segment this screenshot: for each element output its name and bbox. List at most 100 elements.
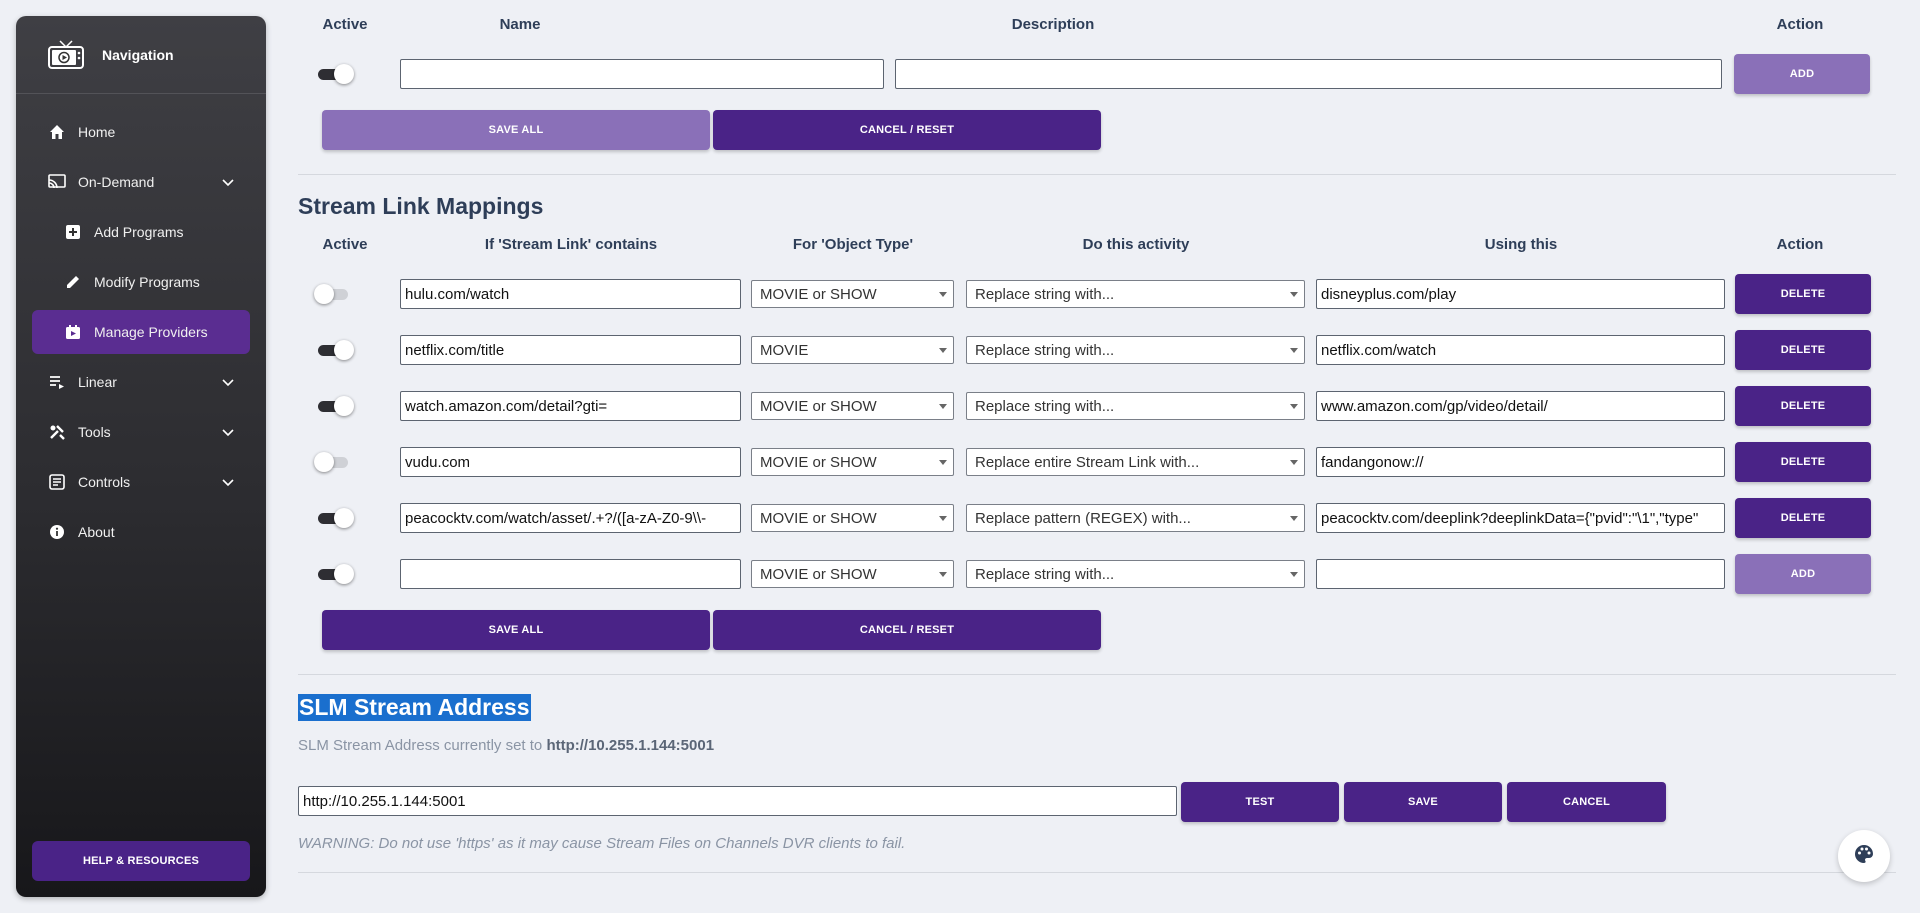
select-value: Replace string with... [975, 397, 1115, 415]
mapping-active-toggle[interactable] [318, 340, 354, 360]
mapping-contains-input[interactable]: peacocktv.com/watch/asset/.+?/([a-zA-Z0-… [400, 503, 741, 533]
slm-header-using: Using this [1484, 236, 1558, 253]
mapping-activity-select[interactable]: Replace entire Stream Link with... [966, 448, 1305, 476]
provider-description-input[interactable] [895, 59, 1722, 89]
providers-header-action: Action [1776, 16, 1824, 33]
select-value: Replace string with... [975, 285, 1115, 303]
mapping-object-type-select[interactable]: MOVIE or SHOW [751, 280, 954, 308]
mapping-delete-button[interactable]: DELETE [1735, 498, 1871, 538]
provider-name-input[interactable] [400, 59, 884, 89]
list-icon [48, 373, 66, 391]
provider-new-active-toggle[interactable] [318, 64, 354, 84]
mapping-delete-button[interactable]: DELETE [1735, 386, 1871, 426]
mapping-contains-input[interactable]: netflix.com/title [400, 335, 741, 365]
providers-cancel-reset-button[interactable]: CANCEL / RESET [713, 110, 1101, 150]
mapping-active-toggle[interactable] [318, 396, 354, 416]
mapping-contains-input[interactable]: hulu.com/watch [400, 279, 741, 309]
slm-header-active: Active [322, 236, 368, 253]
mapping-new-contains-input[interactable] [400, 559, 741, 589]
mapping-object-type-select[interactable]: MOVIE [751, 336, 954, 364]
tv-calendar-icon [64, 323, 82, 341]
select-value: MOVIE [760, 341, 809, 359]
mappings-cancel-reset-button[interactable]: CANCEL / RESET [713, 610, 1101, 650]
mapping-contains-input[interactable]: watch.amazon.com/detail?gti= [400, 391, 741, 421]
nav-title: Navigation [102, 46, 174, 63]
sidebar-item-label: Linear [78, 374, 117, 390]
mapping-using-input[interactable]: peacocktv.com/deeplink?deeplinkData={"pv… [1316, 503, 1725, 533]
stream-address-input[interactable]: http://10.255.1.144:5001 [298, 786, 1177, 816]
help-resources-button[interactable]: HELP & RESOURCES [32, 841, 250, 881]
select-value: MOVIE or SHOW [760, 397, 877, 415]
mapping-new-active-toggle[interactable] [318, 564, 354, 584]
stream-address-cancel-button[interactable]: CANCEL [1507, 782, 1666, 822]
mapping-delete-button[interactable]: DELETE [1735, 442, 1871, 482]
sidebar-item-label: Home [78, 124, 116, 140]
provider-add-button[interactable]: ADD [1734, 54, 1870, 94]
select-value: MOVIE or SHOW [760, 285, 877, 303]
mappings-save-all-button[interactable]: SAVE ALL [322, 610, 710, 650]
mapping-delete-button[interactable]: DELETE [1735, 274, 1871, 314]
sidebar-item-controls[interactable]: Controls [32, 460, 250, 504]
mapping-activity-select[interactable]: Replace string with... [966, 280, 1305, 308]
sidebar-item-linear[interactable]: Linear [32, 360, 250, 404]
select-value: MOVIE or SHOW [760, 509, 877, 527]
mapping-activity-select[interactable]: Replace string with... [966, 392, 1305, 420]
sidebar-item-about[interactable]: About [32, 510, 250, 554]
home-icon [48, 123, 66, 141]
palette-icon [1854, 844, 1874, 869]
mapping-object-type-select[interactable]: MOVIE or SHOW [751, 392, 954, 420]
mapping-object-type-select[interactable]: MOVIE or SHOW [751, 448, 954, 476]
slm-header-activity: Do this activity [1082, 236, 1190, 253]
mapping-object-type-select[interactable]: MOVIE or SHOW [751, 504, 954, 532]
cast-icon [48, 173, 66, 191]
sidebar-item-label: On-Demand [78, 174, 155, 190]
select-value: Replace string with... [975, 565, 1115, 583]
mapping-active-toggle[interactable] [318, 508, 354, 528]
plus-box-icon [64, 223, 82, 241]
mapping-using-input[interactable]: netflix.com/watch [1316, 335, 1725, 365]
sidebar-item-manage-providers[interactable]: Manage Providers [32, 310, 250, 354]
providers-save-all-button[interactable]: SAVE ALL [322, 110, 710, 150]
mapping-new-using-input[interactable] [1316, 559, 1725, 589]
slm-header-contains: If 'Stream Link' contains [484, 236, 658, 253]
sidebar-item-tools[interactable]: Tools [32, 410, 250, 454]
caret-down-icon [939, 572, 947, 577]
slm-header-object-type: For 'Object Type' [792, 236, 914, 253]
chevron-down-icon [222, 374, 234, 390]
mapping-using-input[interactable]: disneyplus.com/play [1316, 279, 1725, 309]
sidebar-item-label: Manage Providers [94, 324, 208, 340]
mapping-active-toggle[interactable] [314, 284, 350, 304]
sidebar-item-add-programs[interactable]: Add Programs [32, 210, 250, 254]
stream-address-status: SLM Stream Address currently set to http… [298, 737, 714, 754]
mapping-active-toggle[interactable] [314, 452, 350, 472]
mapping-new-activity-select[interactable]: Replace string with... [966, 560, 1305, 588]
mapping-contains-input[interactable]: vudu.com [400, 447, 741, 477]
mapping-activity-select[interactable]: Replace string with... [966, 336, 1305, 364]
sidebar-item-label: Controls [78, 474, 131, 490]
tv-logo-icon [48, 39, 84, 70]
controls-icon [48, 473, 66, 491]
mapping-using-input[interactable]: fandangonow:// [1316, 447, 1725, 477]
theme-palette-button[interactable] [1838, 830, 1890, 882]
providers-header-description: Description [1011, 16, 1095, 33]
stream-address-test-button[interactable]: TEST [1181, 782, 1339, 822]
caret-down-icon [1290, 460, 1298, 465]
mapping-add-button[interactable]: ADD [1735, 554, 1871, 594]
mapping-activity-select[interactable]: Replace pattern (REGEX) with... [966, 504, 1305, 532]
caret-down-icon [939, 348, 947, 353]
chevron-down-icon [222, 424, 234, 440]
sidebar: Navigation Home On-Demand Add Programs [16, 16, 266, 897]
stream-address-save-button[interactable]: SAVE [1344, 782, 1502, 822]
caret-down-icon [939, 516, 947, 521]
main-content: Active Name Description Action ADD SAVE … [298, 0, 1896, 913]
chevron-down-icon [222, 474, 234, 490]
stream-address-warning: WARNING: Do not use 'https' as it may ca… [298, 835, 906, 852]
mapping-new-object-type-select[interactable]: MOVIE or SHOW [751, 560, 954, 588]
mapping-delete-button[interactable]: DELETE [1735, 330, 1871, 370]
sidebar-item-on-demand[interactable]: On-Demand [32, 160, 250, 204]
caret-down-icon [1290, 292, 1298, 297]
sidebar-item-modify-programs[interactable]: Modify Programs [32, 260, 250, 304]
caret-down-icon [939, 460, 947, 465]
mapping-using-input[interactable]: www.amazon.com/gp/video/detail/ [1316, 391, 1725, 421]
sidebar-item-home[interactable]: Home [32, 110, 250, 154]
